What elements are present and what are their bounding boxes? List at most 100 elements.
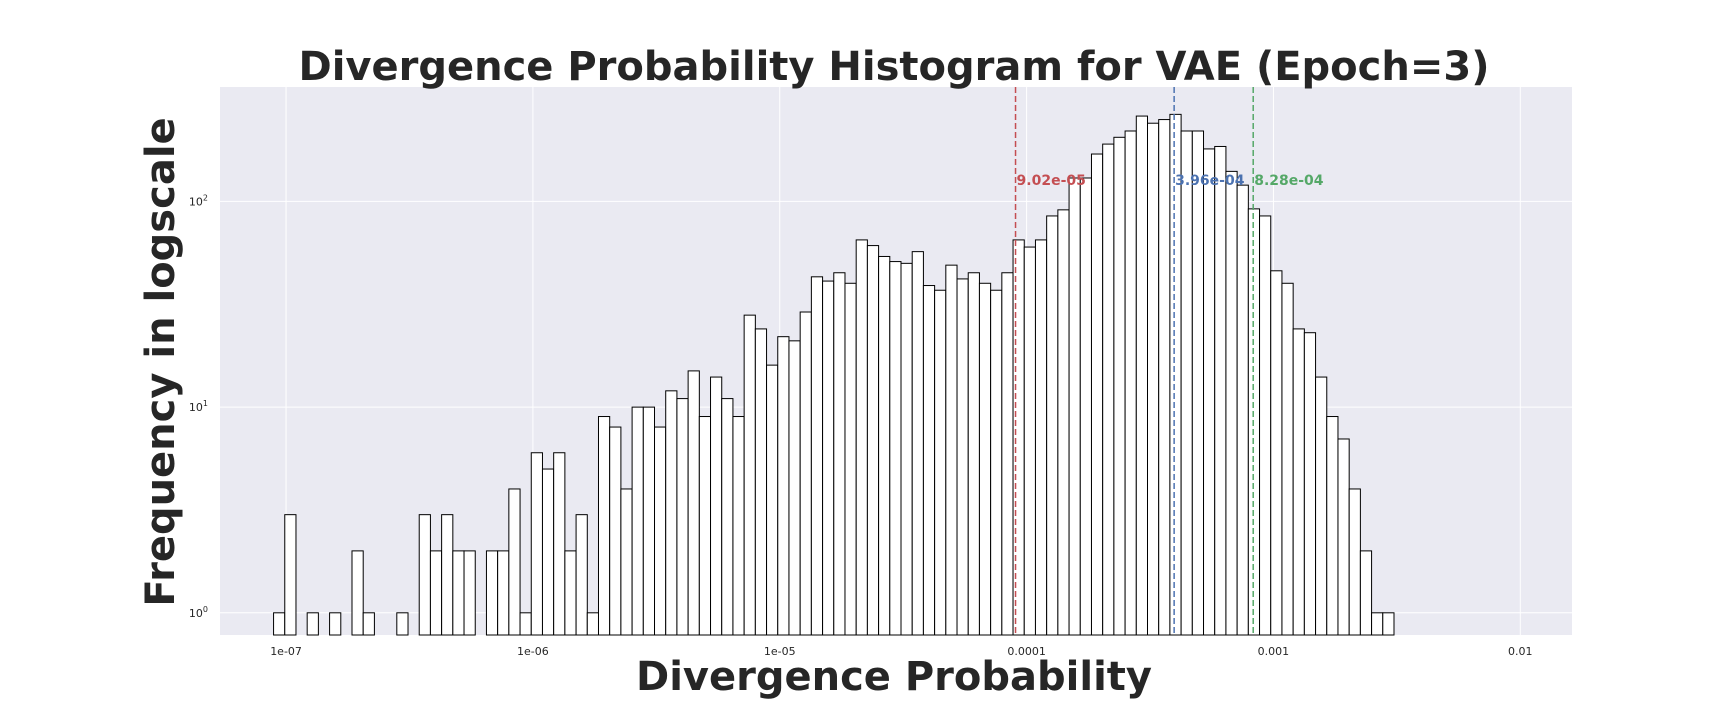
histogram-bar bbox=[418, 514, 431, 636]
histogram-bar bbox=[1158, 119, 1171, 636]
histogram-bar bbox=[956, 278, 969, 636]
histogram-bar bbox=[485, 550, 499, 636]
histogram-bar bbox=[1292, 328, 1305, 636]
histogram-bar bbox=[866, 245, 880, 636]
histogram-bar bbox=[721, 398, 734, 636]
histogram-bar bbox=[396, 612, 409, 636]
histogram-bar bbox=[1359, 550, 1373, 636]
histogram-bar bbox=[553, 452, 566, 636]
histogram-bar bbox=[541, 468, 555, 636]
histogram-bar bbox=[508, 488, 521, 636]
histogram-bar bbox=[452, 550, 465, 636]
x-tick-label: 1e-05 bbox=[764, 645, 796, 658]
y-axis-label: Frequency in logscale bbox=[138, 117, 184, 606]
histogram-bar bbox=[1090, 153, 1104, 636]
histogram-bar bbox=[575, 514, 588, 636]
histogram-bar bbox=[429, 550, 443, 636]
y-tick-base: 10 bbox=[189, 401, 203, 414]
x-tick-label: 0.0001 bbox=[1007, 645, 1046, 658]
histogram-bar bbox=[710, 376, 723, 636]
histogram-bar bbox=[810, 276, 824, 636]
histogram-bar bbox=[1135, 115, 1148, 636]
x-tick-label: 1e-07 bbox=[270, 645, 302, 658]
histogram-bar bbox=[1079, 177, 1092, 636]
histogram-bar bbox=[844, 282, 857, 636]
histogram-bar bbox=[351, 550, 364, 636]
histogram-bar bbox=[687, 370, 700, 636]
histogram-bar bbox=[1270, 270, 1283, 636]
y-tick-base: 10 bbox=[189, 607, 203, 620]
histogram-bar bbox=[530, 452, 543, 636]
histogram-bar bbox=[1303, 332, 1317, 636]
histogram-bar bbox=[1382, 612, 1395, 636]
y-tick-exponent: 1 bbox=[203, 399, 208, 408]
histogram-bar bbox=[631, 406, 644, 636]
histogram-bar bbox=[1180, 130, 1193, 636]
histogram-bar bbox=[1046, 215, 1059, 636]
histogram-bar bbox=[788, 340, 801, 636]
histogram-bar bbox=[497, 550, 510, 636]
x-axis-ticks: 1e-07 1e-06 1e-05 0.0001 0.001 0.01 bbox=[270, 645, 1532, 658]
histogram-bar bbox=[1102, 143, 1115, 636]
statistic-line-label: 3.96e-04 bbox=[1175, 173, 1245, 189]
histogram-bar bbox=[1214, 145, 1227, 636]
histogram-bar bbox=[1023, 246, 1036, 636]
histogram-bar bbox=[1225, 170, 1238, 636]
histogram-bar bbox=[1191, 130, 1205, 636]
y-tick-base: 10 bbox=[189, 195, 203, 208]
histogram-bar bbox=[833, 272, 846, 636]
histogram-bar bbox=[665, 390, 678, 636]
histogram-bar bbox=[1146, 122, 1160, 636]
statistic-line-label: 8.28e-04 bbox=[1254, 173, 1324, 189]
histogram-bar bbox=[441, 514, 454, 636]
histogram-bar bbox=[1057, 209, 1070, 636]
histogram-bar bbox=[855, 239, 868, 636]
histogram-bar bbox=[889, 261, 902, 636]
histogram-bar bbox=[1113, 136, 1126, 636]
histogram-bars bbox=[273, 113, 1395, 636]
y-tick-label: 101 bbox=[189, 399, 208, 414]
histogram-bar bbox=[609, 426, 622, 636]
y-tick-label: 102 bbox=[189, 193, 208, 208]
histogram-bar bbox=[978, 282, 992, 636]
x-tick-label: 1e-06 bbox=[517, 645, 549, 658]
histogram-bar bbox=[1337, 438, 1350, 636]
histogram-bar bbox=[463, 550, 476, 636]
histogram-bar bbox=[1001, 272, 1014, 636]
histogram-bar bbox=[284, 514, 297, 636]
histogram-bar bbox=[922, 285, 936, 636]
histogram-bar bbox=[519, 612, 532, 636]
y-tick-exponent: 2 bbox=[203, 193, 208, 202]
histogram-bar bbox=[743, 314, 756, 636]
histogram-bar bbox=[1371, 612, 1384, 636]
histogram-bar bbox=[1259, 215, 1272, 636]
histogram-bar bbox=[766, 364, 779, 636]
chart-title: Divergence Probability Histogram for VAE… bbox=[299, 44, 1490, 90]
histogram-bar bbox=[676, 398, 689, 636]
histogram-bar bbox=[878, 255, 891, 636]
histogram-bar bbox=[754, 328, 768, 636]
histogram-bar bbox=[564, 550, 577, 636]
histogram-bar bbox=[698, 416, 712, 636]
histogram-bar bbox=[900, 262, 913, 636]
histogram-bar bbox=[911, 251, 924, 636]
histogram-bar bbox=[654, 426, 667, 636]
histogram-bar bbox=[945, 264, 958, 636]
statistic-line-label: 9.02e-05 bbox=[1017, 173, 1086, 189]
statistic-lines: 9.02e-05 3.96e-04 8.28e-04 bbox=[1014, 87, 1324, 635]
histogram-bar bbox=[597, 416, 611, 636]
histogram-bar bbox=[1203, 148, 1216, 636]
histogram-bar bbox=[1034, 239, 1048, 636]
histogram-bar bbox=[329, 612, 342, 636]
histogram-bar bbox=[306, 612, 319, 636]
x-tick-label: 0.01 bbox=[1508, 645, 1533, 658]
histogram-bar bbox=[732, 416, 745, 636]
histogram-bar bbox=[273, 612, 286, 636]
x-axis-label: Divergence Probability bbox=[636, 654, 1152, 700]
histogram-bar bbox=[1124, 130, 1137, 636]
histogram-bar bbox=[1315, 376, 1328, 636]
histogram-bar bbox=[620, 488, 633, 636]
y-tick-label: 100 bbox=[189, 605, 208, 620]
